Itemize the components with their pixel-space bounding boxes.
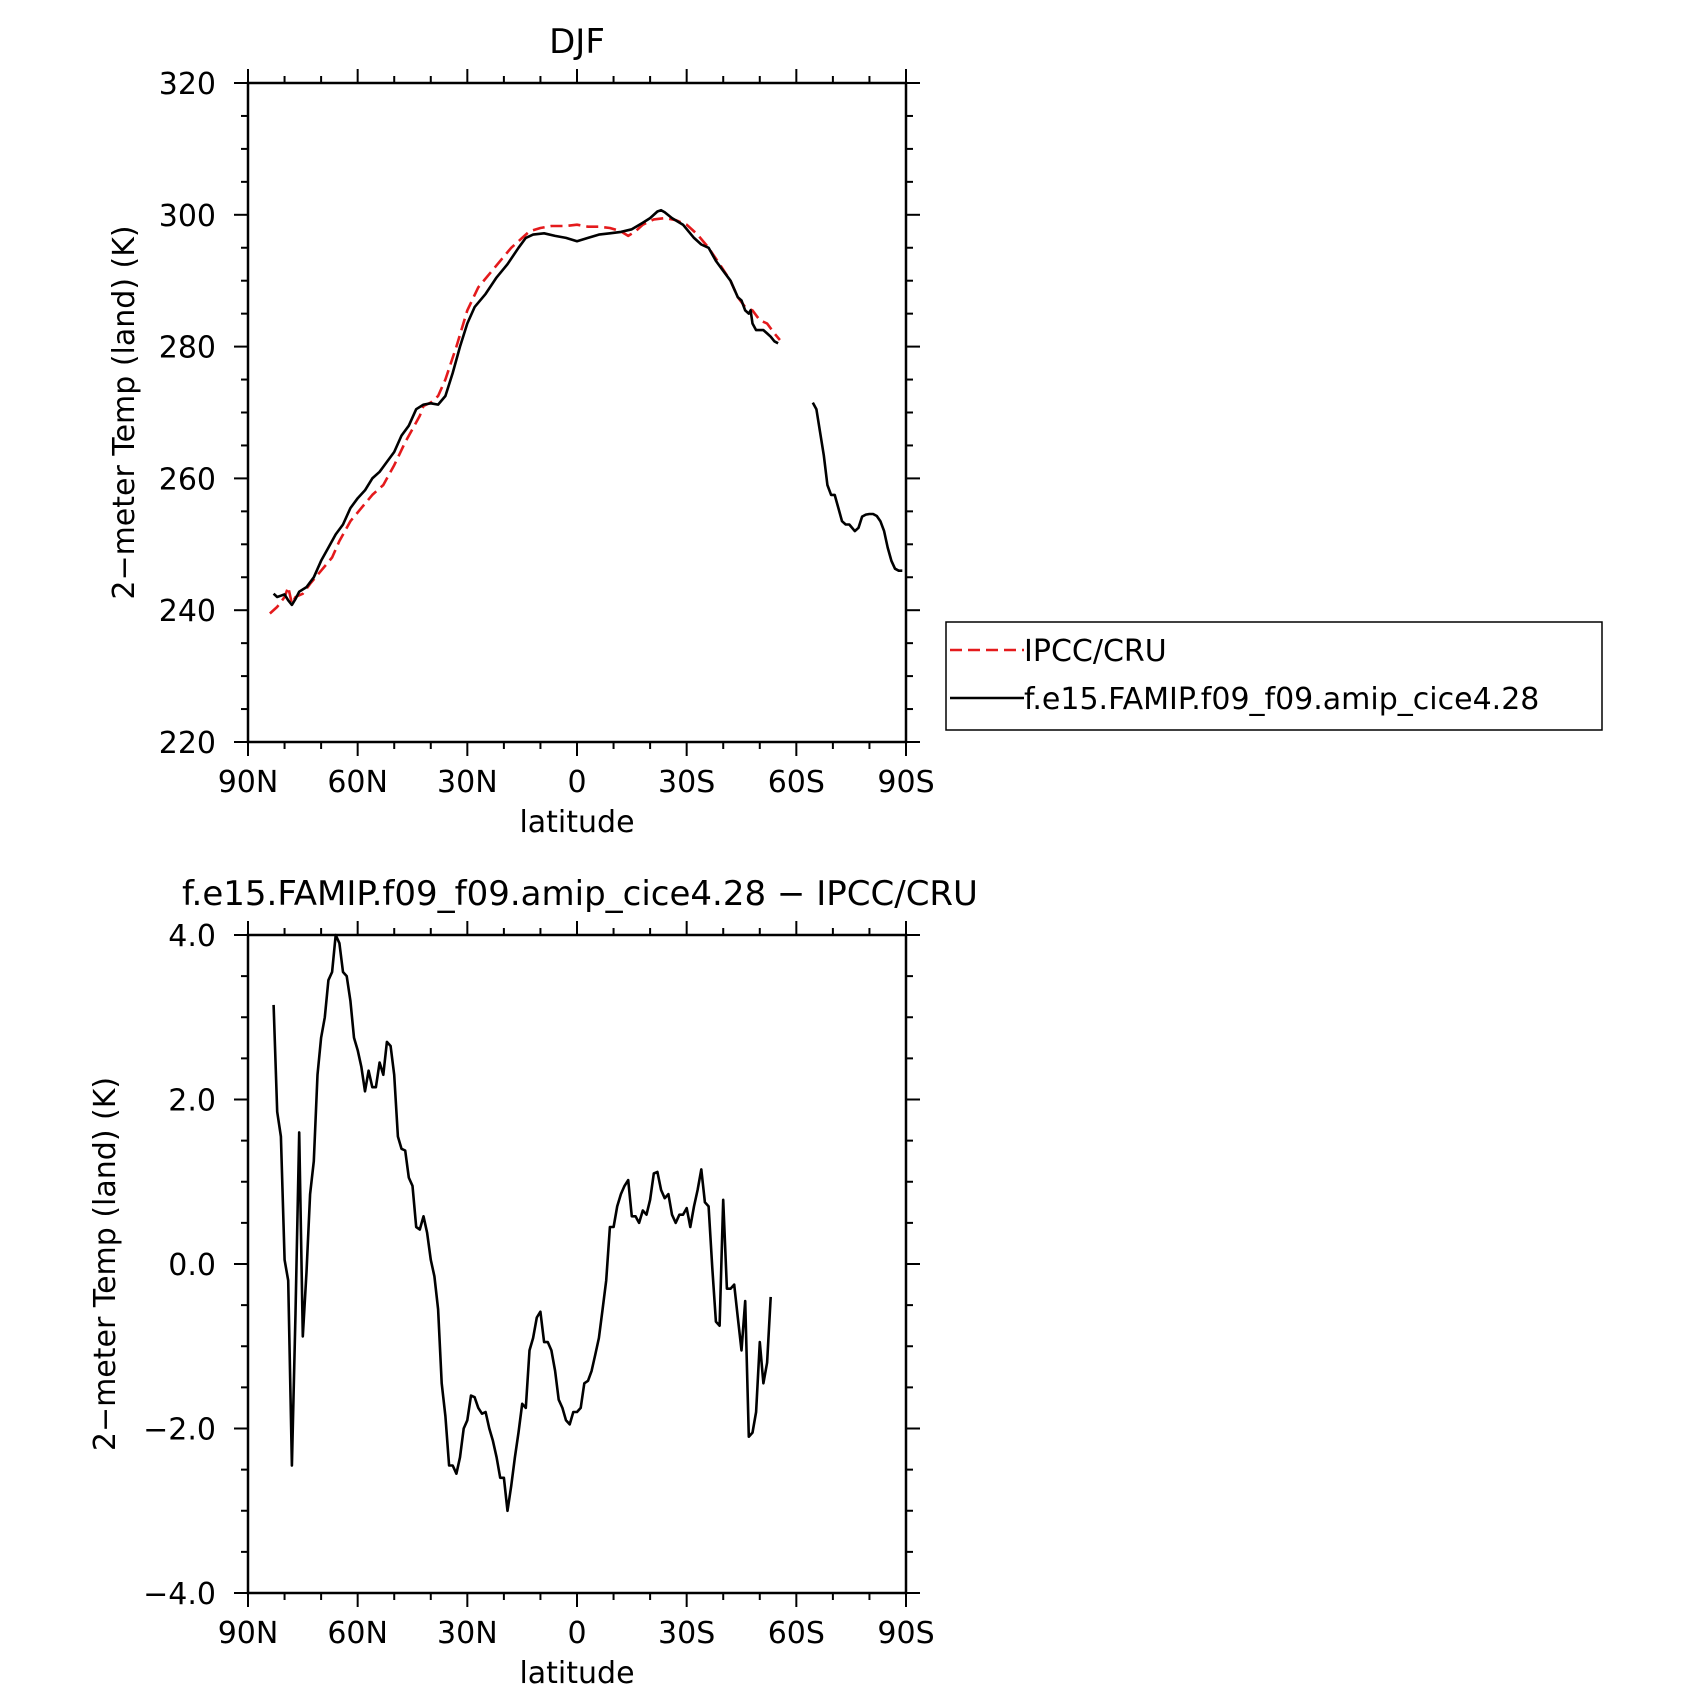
y-tick-label: 220 xyxy=(159,726,216,761)
y-tick-label: 280 xyxy=(159,331,216,366)
series-line xyxy=(272,208,779,607)
x-tick-label: 60N xyxy=(327,1616,388,1651)
chart-title: f.e15.FAMIP.f09_f09.amip_cice4.28 − IPCC… xyxy=(182,874,978,914)
x-tick-label: 30N xyxy=(437,765,498,800)
x-tick-label: 90N xyxy=(218,765,279,800)
plot-frame xyxy=(246,81,908,744)
chart-title: DJF xyxy=(549,22,605,62)
x-tick-label: 60S xyxy=(768,1616,825,1651)
plot-frame xyxy=(246,933,908,1595)
x-tick-label: 0 xyxy=(567,765,586,800)
x-tick-label: 60S xyxy=(768,765,825,800)
x-tick-label: 90S xyxy=(877,765,934,800)
top-chart-panel: DJF 90N 60N 30N 0 30S 60S 90S 220 240 260 280 300 320… xyxy=(107,22,935,840)
legend-label: f.e15.FAMIP.f09_f09.amip_cice4.28 xyxy=(1024,682,1539,717)
legend-label: IPCC/CRU xyxy=(1024,634,1167,669)
y-tick-label: 260 xyxy=(159,462,216,497)
x-tick-label: 0 xyxy=(567,1616,586,1651)
x-axis-label: latitude xyxy=(519,1656,634,1685)
y-tick-label: 300 xyxy=(159,199,216,234)
y-tick-label: 240 xyxy=(159,594,216,629)
y-tick-label: 320 xyxy=(159,67,216,102)
x-tick-label: 30S xyxy=(658,1616,715,1651)
x-tick-label: 30N xyxy=(437,1616,498,1651)
y-tick-label: −2.0 xyxy=(143,1413,216,1448)
y-tick-label: −4.0 xyxy=(143,1577,216,1612)
y-axis-label: 2−meter Temp (land) (K) xyxy=(88,1077,123,1451)
series-line xyxy=(272,933,772,1513)
legend-box xyxy=(945,621,1603,731)
x-tick-label: 60N xyxy=(327,765,388,800)
y-tick-label: 4.0 xyxy=(168,919,216,954)
x-tick-label: 90N xyxy=(218,1616,279,1651)
difference-chart-panel: f.e15.FAMIP.f09_f09.amip_cice4.28 − IPCC… xyxy=(88,874,978,1685)
y-axis-label: 2−meter Temp (land) (K) xyxy=(107,225,142,599)
y-tick-label: 0.0 xyxy=(168,1248,216,1283)
x-tick-label: 30S xyxy=(658,765,715,800)
x-axis-label: latitude xyxy=(519,805,634,840)
legend: IPCC/CRU f.e15.FAMIP.f09_f09.amip_cice4.2… xyxy=(945,621,1603,731)
y-tick-label: 2.0 xyxy=(168,1084,216,1119)
x-tick-label: 90S xyxy=(877,1616,934,1651)
series-line xyxy=(811,401,903,573)
series-line xyxy=(269,216,781,615)
